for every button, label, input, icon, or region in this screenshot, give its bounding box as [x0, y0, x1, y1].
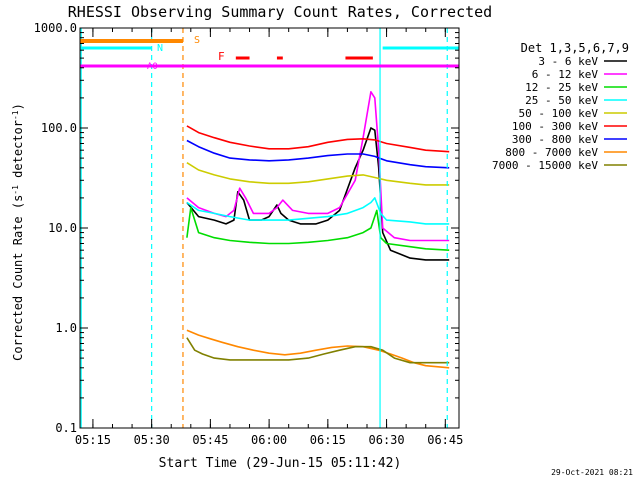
series-layer [186, 91, 450, 369]
series-line-7000-15000-kev [186, 337, 450, 364]
legend-label-6-12-kev: 6 - 12 keV [532, 68, 599, 81]
y-tick-label: 0.1 [55, 421, 77, 435]
legend-title: Det 1,3,5,6,7,9 [521, 41, 629, 55]
y-tick-label: 100.0 [41, 121, 77, 135]
series-line-50-100-kev [186, 162, 450, 186]
flag-label-n: N [157, 43, 163, 54]
y-tick-label: 10.0 [48, 221, 77, 235]
legend-label-800-7000-kev: 800 - 7000 keV [505, 146, 598, 159]
flag-label-s: S [194, 35, 200, 46]
y-axis-label: Corrected Count Rate (s-1 detector-1) [11, 103, 26, 361]
y-tick-label: 1.0 [55, 321, 77, 335]
legend-label-300-800-kev: 300 - 800 keV [512, 133, 598, 146]
series-line-100-300-kev [186, 125, 450, 153]
series-line-12-25-kev [186, 206, 450, 251]
footer-timestamp: 29-Oct-2021 08:21 [551, 468, 633, 477]
y-tick-label: 1000.0 [34, 21, 77, 35]
legend-label-50-100-kev: 50 - 100 keV [519, 107, 599, 120]
x-tick-label: 06:30 [369, 433, 405, 447]
legend-label-7000-15000-kev: 7000 - 15000 keV [492, 159, 598, 172]
chart-title: RHESSI Observing Summary Count Rates, Co… [68, 3, 492, 21]
x-axis-label: Start Time (29-Jun-15 05:11:42) [159, 456, 402, 471]
plot-frame [79, 27, 460, 429]
x-tick-label: 06:00 [251, 433, 287, 447]
series-line-800-7000-kev [186, 329, 450, 369]
x-tick-label: 06:15 [310, 433, 346, 447]
x-tick-label: 05:30 [134, 433, 170, 447]
series-line-300-800-kev [186, 139, 450, 169]
x-tick-label: 06:45 [427, 433, 463, 447]
series-line-25-50-kev [186, 197, 450, 225]
y-axis-label-text: Corrected Count Rate (s-1 detector-1) [11, 103, 26, 361]
axes-layer: 0.1 1.0 10.0 100.0 1000.0 05:15 05:30 05:45 06:0… [34, 21, 464, 447]
x-tick-label: 05:45 [192, 433, 228, 447]
legend-label-3-6-kev: 3 - 6 keV [538, 55, 598, 68]
legend-label-25-50-kev: 25 - 50 keV [525, 94, 598, 107]
flag-label-f: F [218, 50, 225, 63]
x-tick-label: 05:15 [75, 433, 111, 447]
overlay-layer [80, 28, 459, 428]
legend-label-100-300-kev: 100 - 300 keV [512, 120, 598, 133]
legend-label-12-25-kev: 12 - 25 keV [525, 81, 598, 94]
series-line-6-12-kev [186, 91, 450, 242]
